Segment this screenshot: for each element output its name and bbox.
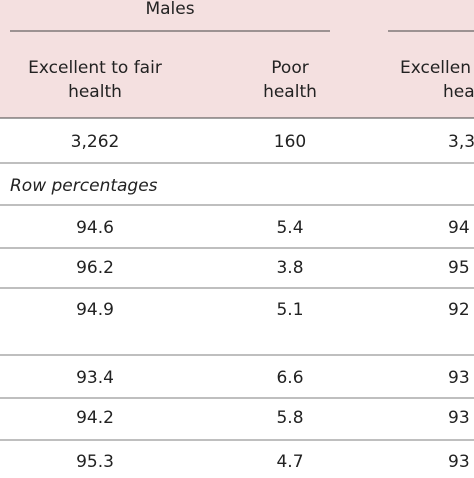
cell: 93.4 xyxy=(76,368,114,388)
cell: 3,262 xyxy=(71,132,120,152)
cell: 94.2 xyxy=(76,408,114,428)
cell: 93 xyxy=(448,408,470,428)
cell: 94.9 xyxy=(76,300,114,320)
cell: 96.2 xyxy=(76,258,114,278)
column-header: Excellen xyxy=(400,58,471,78)
cell: 92 xyxy=(448,300,470,320)
cell: 95 xyxy=(448,258,470,278)
cell: 6.6 xyxy=(276,368,303,388)
cell: 5.1 xyxy=(276,300,303,320)
column-header: health xyxy=(263,82,317,102)
section-label: Row percentages xyxy=(10,176,158,196)
cell: 93 xyxy=(448,452,470,472)
cell: 94 xyxy=(448,218,470,238)
column-header: Poor xyxy=(271,58,308,78)
cell: 95.3 xyxy=(76,452,114,472)
column-header: hea xyxy=(443,82,474,102)
cell: 3.8 xyxy=(276,258,303,278)
cell: 94.6 xyxy=(76,218,114,238)
group-header: Males xyxy=(145,0,194,19)
cell: 3,3 xyxy=(448,132,474,152)
column-header: Excellent to fair xyxy=(28,58,162,78)
cell: 160 xyxy=(274,132,306,152)
cell: 93 xyxy=(448,368,470,388)
cell: 4.7 xyxy=(276,452,303,472)
cell: 5.8 xyxy=(276,408,303,428)
column-header: health xyxy=(68,82,122,102)
cell: 5.4 xyxy=(276,218,303,238)
header-background xyxy=(0,0,474,118)
